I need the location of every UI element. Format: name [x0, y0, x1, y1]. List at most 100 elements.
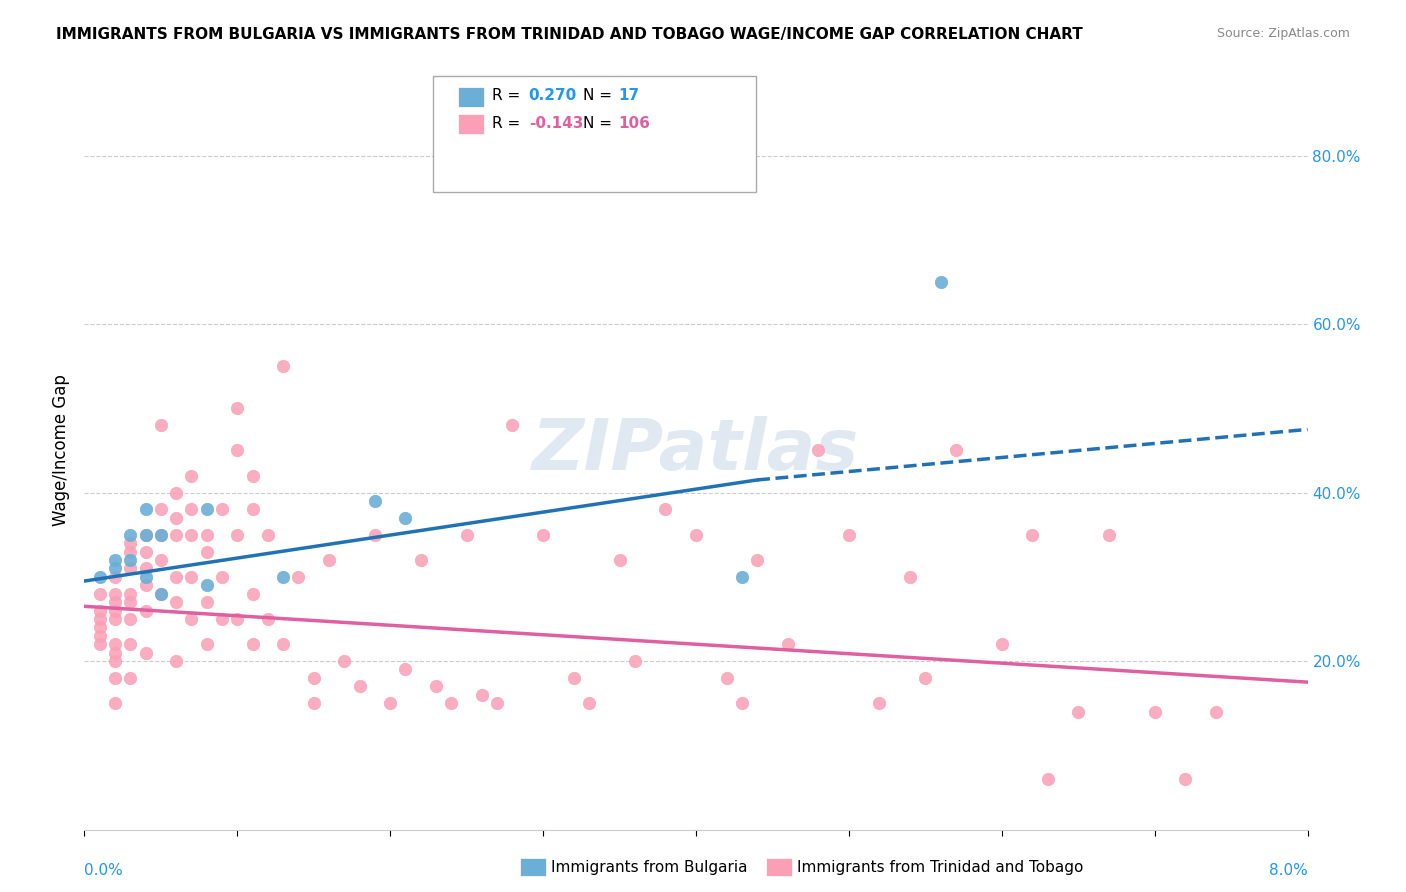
Point — [226, 612, 249, 626]
Point — [195, 595, 218, 609]
Point — [364, 494, 387, 508]
Point — [257, 612, 280, 626]
Point — [394, 663, 416, 677]
Point — [195, 527, 218, 541]
Text: 106: 106 — [619, 117, 651, 131]
Point — [120, 553, 142, 567]
Point — [120, 536, 142, 550]
Point — [991, 637, 1014, 651]
Point — [120, 595, 142, 609]
Point — [271, 359, 294, 374]
Point — [135, 502, 157, 516]
Point — [120, 587, 142, 601]
Point — [135, 570, 157, 584]
Point — [104, 595, 127, 609]
Y-axis label: Wage/Income Gap: Wage/Income Gap — [52, 375, 70, 526]
Point — [89, 629, 111, 643]
Point — [1174, 772, 1197, 786]
Point — [716, 671, 738, 685]
Point — [654, 502, 676, 516]
Text: Source: ZipAtlas.com: Source: ZipAtlas.com — [1216, 27, 1350, 40]
Point — [242, 587, 264, 601]
Point — [104, 646, 127, 660]
Point — [242, 502, 264, 516]
Point — [135, 578, 157, 592]
Point — [165, 570, 187, 584]
Text: IMMIGRANTS FROM BULGARIA VS IMMIGRANTS FROM TRINIDAD AND TOBAGO WAGE/INCOME GAP : IMMIGRANTS FROM BULGARIA VS IMMIGRANTS F… — [56, 27, 1083, 42]
Point — [165, 654, 187, 668]
Point — [242, 637, 264, 651]
Text: R =: R = — [492, 117, 526, 131]
Point — [195, 502, 218, 516]
Point — [120, 612, 142, 626]
Point — [302, 671, 325, 685]
Point — [898, 570, 921, 584]
Point — [104, 561, 127, 575]
Text: 0.0%: 0.0% — [84, 863, 124, 878]
Point — [807, 443, 830, 458]
Point — [195, 544, 218, 558]
Point — [120, 561, 142, 575]
Point — [165, 527, 187, 541]
Point — [226, 527, 249, 541]
Point — [271, 570, 294, 584]
Point — [685, 527, 707, 541]
Point — [135, 527, 157, 541]
Point — [1067, 705, 1090, 719]
Point — [165, 595, 187, 609]
Point — [165, 485, 187, 500]
Point — [364, 527, 387, 541]
Point — [104, 553, 127, 567]
Point — [226, 401, 249, 416]
Point — [149, 527, 172, 541]
Point — [135, 603, 157, 617]
Point — [440, 696, 463, 710]
Point — [456, 527, 478, 541]
Point — [89, 587, 111, 601]
Point — [869, 696, 891, 710]
Point — [271, 637, 294, 651]
Point — [104, 696, 127, 710]
Point — [135, 646, 157, 660]
Point — [180, 468, 202, 483]
Point — [226, 443, 249, 458]
Text: 0.270: 0.270 — [529, 88, 576, 103]
Point — [409, 553, 432, 567]
Point — [120, 671, 142, 685]
Point — [471, 688, 494, 702]
Point — [89, 612, 111, 626]
Point — [120, 544, 142, 558]
Point — [1021, 527, 1043, 541]
Point — [135, 561, 157, 575]
Point — [394, 511, 416, 525]
Point — [531, 527, 554, 541]
Point — [914, 671, 936, 685]
Point — [380, 696, 402, 710]
Point — [257, 527, 280, 541]
Point — [776, 637, 799, 651]
Point — [104, 637, 127, 651]
Text: 17: 17 — [619, 88, 640, 103]
Point — [135, 544, 157, 558]
Point — [104, 603, 127, 617]
Text: Immigrants from Trinidad and Tobago: Immigrants from Trinidad and Tobago — [797, 860, 1084, 874]
Point — [211, 612, 233, 626]
Point — [1143, 705, 1166, 719]
Text: ZIPatlas: ZIPatlas — [533, 416, 859, 485]
Point — [287, 570, 309, 584]
Point — [180, 527, 202, 541]
Point — [89, 603, 111, 617]
Text: N =: N = — [583, 88, 617, 103]
Point — [333, 654, 356, 668]
Point — [149, 502, 172, 516]
Point — [486, 696, 509, 710]
Point — [104, 654, 127, 668]
Point — [838, 527, 860, 541]
Point — [195, 637, 218, 651]
Point — [945, 443, 967, 458]
Point — [149, 553, 172, 567]
Point — [195, 578, 218, 592]
Point — [120, 527, 142, 541]
Point — [609, 553, 631, 567]
Point — [104, 570, 127, 584]
